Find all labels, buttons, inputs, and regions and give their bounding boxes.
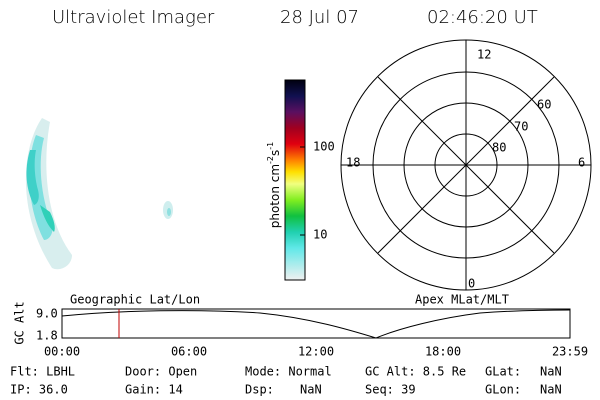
info-field: Gain: 14 [125,383,183,397]
polar-label: 60 [537,98,551,112]
colorbar [284,79,306,281]
altitude-curve [61,309,571,339]
info-field: Door: Open [125,365,197,379]
unit-exp: -2 [266,156,275,164]
x-ticks: 00:00 06:00 12:00 18:00 23:59 [44,345,588,359]
info-field: Dsp: [245,383,274,397]
polar-label: 70 [514,120,528,134]
time: 02:46:20 UT [427,7,538,28]
auroral-image [25,118,173,270]
title: Ultraviolet Imager [52,7,215,28]
info-field: NaN [300,383,322,397]
info-field: NaN [540,383,562,397]
x-label: 23:59 [552,345,588,359]
date: 28 Jul 07 [280,7,359,28]
unit: photon cm [268,164,282,228]
timeline-title: Geographic Lat/Lon [70,293,200,307]
polar-label: 18 [346,156,360,170]
info-field: GLat: [485,365,521,379]
x-label: 12:00 [298,345,334,359]
y-label: 1.8 [36,329,58,343]
unit-exp: -1 [266,142,275,150]
polar-label: 80 [492,141,506,155]
info-field: GC Alt: 8.5 Re [365,365,466,379]
info-panel: Flt: LBHL Door: Open Mode: Normal GC Alt: 8… [10,365,562,397]
timeline-title: Apex MLat/MLT [415,293,509,307]
y-label: 9.0 [36,307,58,321]
unit: s [268,150,282,156]
info-field: NaN [540,365,562,379]
x-label: 18:00 [425,345,461,359]
x-label: 06:00 [171,345,207,359]
info-field: Flt: LBHL [10,365,75,379]
info-field: IP: 36.0 [10,383,68,397]
info-field: Seq: 39 [365,383,416,397]
polar-label: 12 [477,48,491,62]
axis-label: GC Alt [13,301,27,344]
polar-grid [340,39,592,291]
colorbar-tick-label: 10 [313,228,327,242]
polar-label: 6 [578,156,585,170]
x-label: 00:00 [44,345,80,359]
polar-label: 0 [468,277,475,291]
colorbar-label: photon cm-2s-1 [266,142,282,229]
colorbar-tick-label: 100 [313,140,335,154]
timeline-box [61,308,571,339]
info-field: Mode: Normal [245,365,332,379]
info-field: GLon: [485,383,521,397]
